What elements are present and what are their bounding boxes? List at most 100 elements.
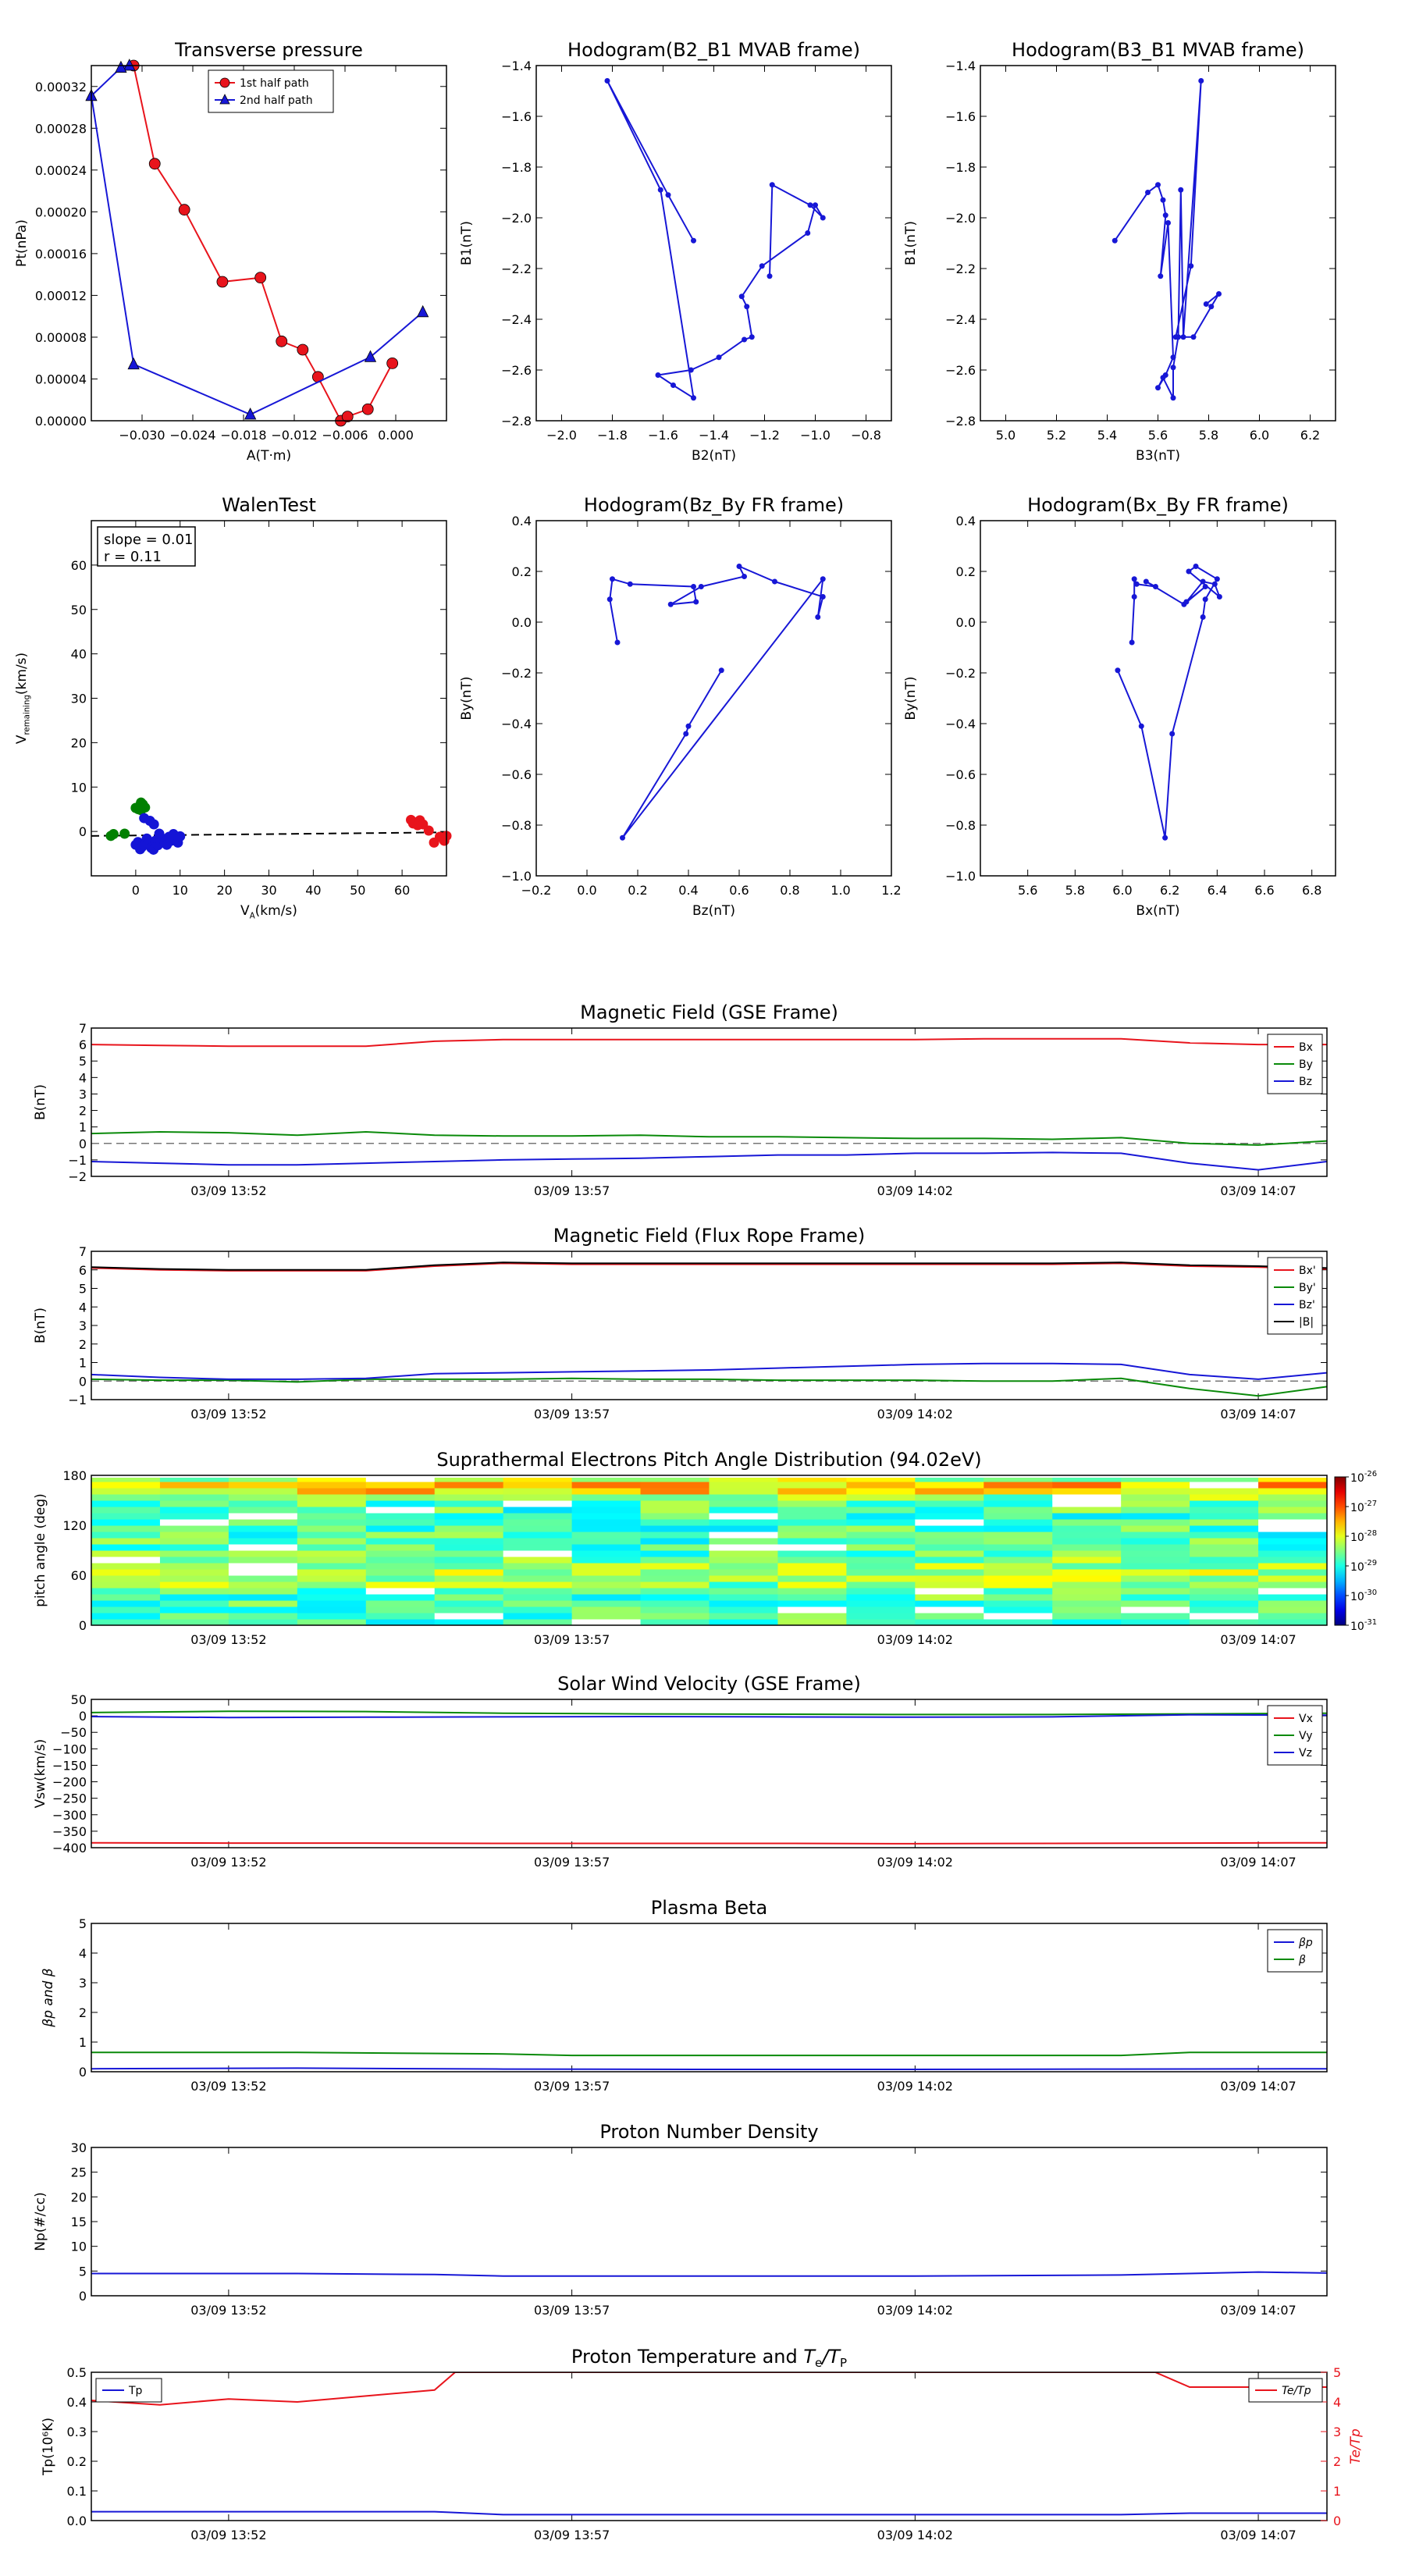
heatmap-cell [571,1525,642,1532]
data-point [683,731,689,737]
heatmap-cell [984,1538,1053,1545]
x-tick-label: 03/09 13:52 [190,1407,266,1421]
heatmap-cell [503,1475,573,1482]
heatmap-cell [984,1619,1053,1626]
heatmap-cell [984,1550,1053,1557]
heatmap-cell [228,1575,298,1582]
x-tick-label: 03/09 14:07 [1220,2528,1296,2542]
y-tick-label: 0.00016 [35,247,87,262]
colorbar-tick-label: 10-27 [1350,1500,1377,1514]
heatmap-cell [1052,1613,1122,1620]
data-point [148,158,161,170]
y-axis-label: B(nT) [33,1084,48,1120]
y-tick-label: 1 [79,2035,87,2050]
heatmap-cell [846,1525,916,1532]
y-axis-label: Vsw(km/s) [33,1739,48,1809]
heatmap-cell [640,1594,710,1601]
legend-box [95,2378,162,2403]
heatmap-cell [1121,1488,1190,1495]
data-point [665,192,671,198]
x-tick-label: 03/09 14:07 [1220,1855,1296,1870]
heatmap-cell [846,1532,916,1539]
annotation-box [97,526,196,567]
x-tick-label: 5.6 [1018,883,1037,898]
heatmap-cell [434,1475,504,1482]
heatmap-cell [365,1600,436,1607]
heatmap-cell [984,1513,1053,1520]
heatmap-cell [297,1507,367,1514]
colorbar [1334,1476,1346,1626]
heatmap-cell [503,1538,573,1545]
heatmap-cell [846,1582,916,1589]
y2-axis-label: Te/Tp [1348,2428,1364,2464]
heatmap-cell [91,1569,161,1576]
y-tick-label: 60 [71,1568,87,1583]
heatmap-cell [91,1563,161,1570]
y-tick-label: 0.2 [956,564,976,579]
heatmap-cell [777,1494,847,1501]
heatmap-cell [1258,1563,1328,1570]
heatmap-cell [571,1563,642,1570]
heatmap-cell [228,1513,298,1520]
heatmap-cell [434,1588,504,1595]
heatmap-cell [777,1513,847,1520]
heatmap-cell [159,1575,229,1582]
y-tick-label: 0.2 [512,564,532,579]
data-point [1160,197,1166,203]
y-tick-label: 5 [79,1282,87,1297]
y-tick-label: 0.4 [67,2395,87,2410]
heatmap-cell [709,1563,778,1570]
heatmap-cell [503,1600,573,1607]
heatmap-cell [915,1532,984,1539]
series-line-By [91,1130,1327,1146]
series-line-Bx [91,1037,1327,1048]
y-axis-label: By(nT) [459,676,475,720]
heatmap-cell [915,1582,984,1589]
heatmap-cell [1190,1569,1259,1576]
heatmap-cell [571,1494,642,1501]
heatmap-cell [503,1550,573,1557]
legend-label: Vy [1299,1730,1313,1742]
panel-hxy: Hodogram(Bx_By FR frame) −1.0 −0.8 −0.6 −0.4… [903,494,1336,919]
heatmap-cell [777,1538,847,1545]
panel-np: Proton Number Density 0 5 10 15 20 25 30 03/09 1… [33,2121,1328,2318]
data-point [820,576,826,582]
chart-title: Suprathermal Electrons Pitch Angle Distr… [436,1449,981,1471]
heatmap-cell [228,1488,298,1495]
heatmap-cell [159,1482,229,1489]
heatmap-cell [571,1619,642,1626]
heatmap-cell [159,1594,229,1601]
x-tick-label: 0.4 [678,883,698,898]
heatmap-cell [91,1482,161,1489]
heatmap-cell [159,1538,229,1545]
heatmap-cell [228,1619,298,1626]
x-tick-label: −1.4 [699,428,729,443]
heatmap-cell [297,1519,367,1526]
heatmap-cell [1190,1532,1259,1539]
heatmap-cell [1121,1563,1190,1570]
heatmap-cell [1190,1513,1259,1520]
heatmap-cell [640,1575,710,1582]
x-tick-label: −1.0 [800,428,831,443]
y-tick-label: −150 [52,1758,87,1773]
series-line-Bz' [91,1362,1327,1380]
x-tick-label: 5.2 [1047,428,1066,443]
x-tick-label: 03/09 13:52 [190,2079,266,2094]
heatmap-cell [984,1525,1053,1532]
y-tick-label: −400 [52,1841,87,1856]
y-tick-label: 4 [79,1946,87,1961]
heatmap-cell [503,1606,573,1614]
x-tick-label: 6.0 [1112,883,1132,898]
heatmap-cell [777,1507,847,1514]
heatmap-cell [297,1525,367,1532]
heatmap-cell [159,1525,229,1532]
heatmap-cell [846,1519,916,1526]
x-tick-label: 03/09 14:07 [1220,1183,1296,1198]
y-tick-label: −2.6 [501,363,532,378]
heatmap-cell [1258,1538,1328,1545]
x-tick-label: 5.4 [1097,428,1117,443]
heatmap-cell [91,1619,161,1626]
data-point [657,187,663,193]
y-tick-label: −2.4 [945,312,976,327]
data-point [691,584,696,589]
